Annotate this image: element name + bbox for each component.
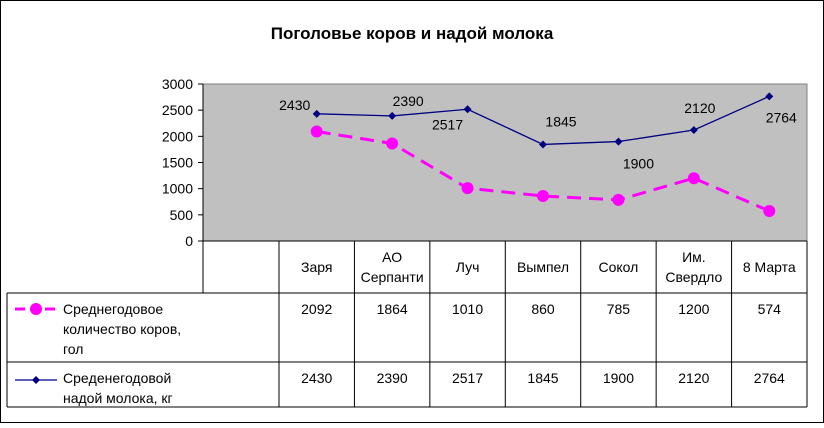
y-tick-label: 3000: [162, 76, 193, 92]
legend-entry-text: Срeденегодовой: [63, 370, 171, 386]
data-label: 2517: [432, 116, 463, 132]
y-tick-label: 2500: [162, 102, 193, 118]
table-value: 2430: [301, 370, 332, 386]
legend-key-marker: [32, 376, 40, 384]
series-1-point: [539, 140, 547, 149]
legend-entry-text: количество коров,: [63, 321, 181, 337]
table-value: 1864: [377, 301, 408, 317]
table-value: 2092: [301, 301, 332, 317]
plot-background: [202, 83, 808, 242]
table-value: 860: [531, 301, 555, 317]
category-label: Сокол: [599, 259, 639, 275]
table-value: 2764: [754, 370, 785, 386]
category-label: Им.: [682, 249, 706, 265]
series-1-point: [463, 105, 472, 114]
data-label: 2390: [393, 93, 424, 109]
category-label: Свердло: [665, 269, 722, 285]
table-value: 1845: [527, 370, 558, 386]
category-label: Луч: [456, 259, 480, 275]
legend-key-marker: [30, 303, 42, 315]
table-value: 1200: [678, 301, 709, 317]
category-label: Вымпел: [517, 259, 569, 275]
data-label: 2430: [279, 97, 310, 113]
series-0-point: [537, 189, 549, 202]
series-0-point: [763, 204, 776, 217]
table-value: 2120: [678, 370, 709, 386]
series-1-point: [388, 111, 397, 120]
table-value: 1010: [452, 301, 483, 317]
series-0-point: [461, 182, 474, 195]
series-0-point: [687, 172, 700, 185]
y-tick-label: 2000: [162, 128, 193, 144]
series-0-point: [310, 125, 323, 138]
y-tick-label: 0: [185, 233, 193, 249]
data-label: 2120: [684, 100, 715, 116]
table-value: 1900: [603, 370, 634, 386]
table-value: 2517: [452, 370, 483, 386]
category-label: Серпанти: [361, 269, 424, 285]
category-label: 8 Марта: [743, 259, 796, 275]
series-1-point: [614, 137, 623, 146]
legend-entry-text: Среднегодовое: [63, 301, 163, 317]
series-1-point: [312, 109, 321, 118]
plot-area: 0 500 1000 1500 2000 2500 3000 2430 2390 2517 1845…: [162, 76, 808, 249]
data-label: 1845: [545, 113, 576, 129]
table-value: 574: [758, 301, 782, 317]
series-1-point: [689, 126, 698, 135]
category-label: АО: [382, 249, 402, 265]
category-label: Заря: [301, 259, 332, 275]
series-0-point: [386, 137, 399, 150]
table-value: 785: [607, 301, 631, 317]
table-value: 2390: [377, 370, 408, 386]
series-0-point: [612, 193, 625, 206]
y-tick-label: 1500: [162, 155, 193, 171]
y-tick-label: 1000: [162, 181, 193, 197]
series-1-point: [765, 92, 774, 101]
data-label: 2764: [766, 109, 797, 125]
data-label: 1900: [623, 156, 654, 172]
chart-title: Поголовье коров и надой молока: [271, 24, 554, 43]
y-tick-label: 500: [170, 207, 194, 223]
data-table: Заря АО Серпанти Луч Вымпел Сокол Им. Свердло 8 …: [6, 240, 808, 408]
legend-entry-text: надой молока, кг: [63, 390, 173, 406]
legend-entry-text: гол: [63, 341, 83, 357]
